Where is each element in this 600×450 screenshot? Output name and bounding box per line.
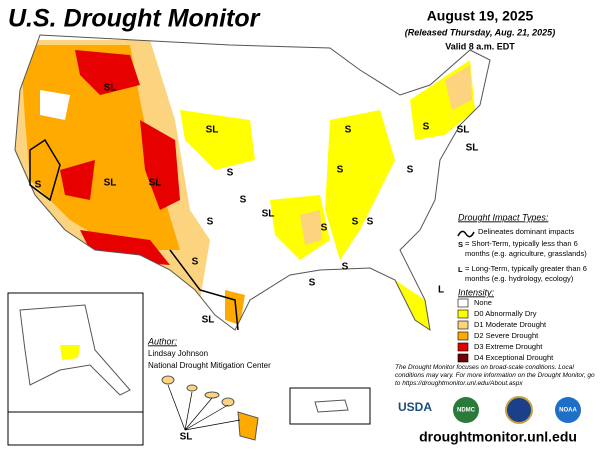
map-label: SL xyxy=(149,178,162,189)
map-label: SL xyxy=(466,143,479,154)
legend-label: None xyxy=(474,298,492,307)
logo-usda: USDA xyxy=(398,400,432,414)
author-name: Lindsay Johnson xyxy=(148,349,208,358)
map-label: SL xyxy=(180,432,193,443)
impact-line xyxy=(29,138,61,202)
map-label: SL xyxy=(457,125,470,136)
author-org: National Drought Mitigation Center xyxy=(148,361,271,370)
map-label: S xyxy=(367,217,374,228)
map-label: S xyxy=(423,122,430,133)
short-key: S xyxy=(458,240,463,249)
short-text-box: = Short-Term, typically less than 6 mont… xyxy=(465,239,587,258)
title: U.S. Drought Monitor xyxy=(8,5,261,33)
map-label: S xyxy=(407,165,414,176)
map-label: S xyxy=(342,262,349,273)
date: August 19, 2025 xyxy=(427,8,534,24)
alaska-d0 xyxy=(60,345,80,360)
map-label: SL xyxy=(104,178,117,189)
map-label: SL xyxy=(104,83,117,94)
map-label: S xyxy=(227,168,234,179)
map-label: S xyxy=(240,195,247,206)
legend-swatch xyxy=(457,353,469,363)
impact-heading: Drought Impact Types: xyxy=(458,212,549,222)
impact-line xyxy=(169,249,239,331)
long-text-box: = Long-Term, typically greater than 6 mo… xyxy=(465,264,587,283)
conus xyxy=(15,40,475,330)
valid: Valid 8 a.m. EDT xyxy=(445,41,515,51)
note-box: The Drought Monitor focuses on broad-sca… xyxy=(395,364,595,387)
us-outline xyxy=(14,34,491,332)
map-label: S xyxy=(345,125,352,136)
legend-swatch xyxy=(457,309,469,319)
puerto-rico xyxy=(314,399,349,413)
legend-swatch xyxy=(457,298,469,308)
long-text: = Long-Term, typically greater than 6 mo… xyxy=(465,264,587,283)
short-text: = Short-Term, typically less than 6 mont… xyxy=(465,239,587,258)
legend-swatch xyxy=(457,331,469,341)
note: The Drought Monitor focuses on broad-sca… xyxy=(395,364,595,387)
map-label: SL xyxy=(202,315,215,326)
map-label: S xyxy=(207,217,214,228)
map-label: S xyxy=(337,165,344,176)
hawaii xyxy=(161,375,259,441)
map-label: S xyxy=(352,217,359,228)
map-label: S xyxy=(192,257,199,268)
map-label: S xyxy=(309,278,316,289)
intensity-heading: Intensity: xyxy=(458,287,495,297)
released: (Released Thursday, Aug. 21, 2025) xyxy=(405,27,555,37)
long-key: L xyxy=(458,265,463,274)
leader-lines xyxy=(167,384,241,431)
logo-ndmc: NDMC xyxy=(457,408,476,414)
impact-line-text: Delineates dominant impacts xyxy=(478,227,575,236)
logo-noaa: NOAA xyxy=(559,408,577,414)
legend-swatch xyxy=(457,342,469,352)
author-heading: Author: xyxy=(147,336,178,346)
legend-label: D1 Moderate Drought xyxy=(474,320,547,329)
logo-doc xyxy=(505,396,533,424)
map-label: SL xyxy=(262,209,275,220)
logo-circle xyxy=(453,397,479,423)
map-label: S xyxy=(35,180,42,191)
legend-label: D0 Abnormally Dry xyxy=(474,309,537,318)
legend-label: D4 Exceptional Drought xyxy=(474,353,554,362)
logo-circle xyxy=(555,397,581,423)
impact-symbol xyxy=(457,230,475,238)
alaska-box xyxy=(7,411,144,446)
map-label: L xyxy=(438,285,444,296)
url: droughtmonitor.unl.edu xyxy=(419,429,577,445)
legend-label: D3 Extreme Drought xyxy=(474,342,543,351)
map-label: SL xyxy=(206,125,219,136)
map-label: S xyxy=(321,223,328,234)
legend-swatch xyxy=(457,320,469,330)
legend-label: D2 Severe Drought xyxy=(474,331,539,340)
